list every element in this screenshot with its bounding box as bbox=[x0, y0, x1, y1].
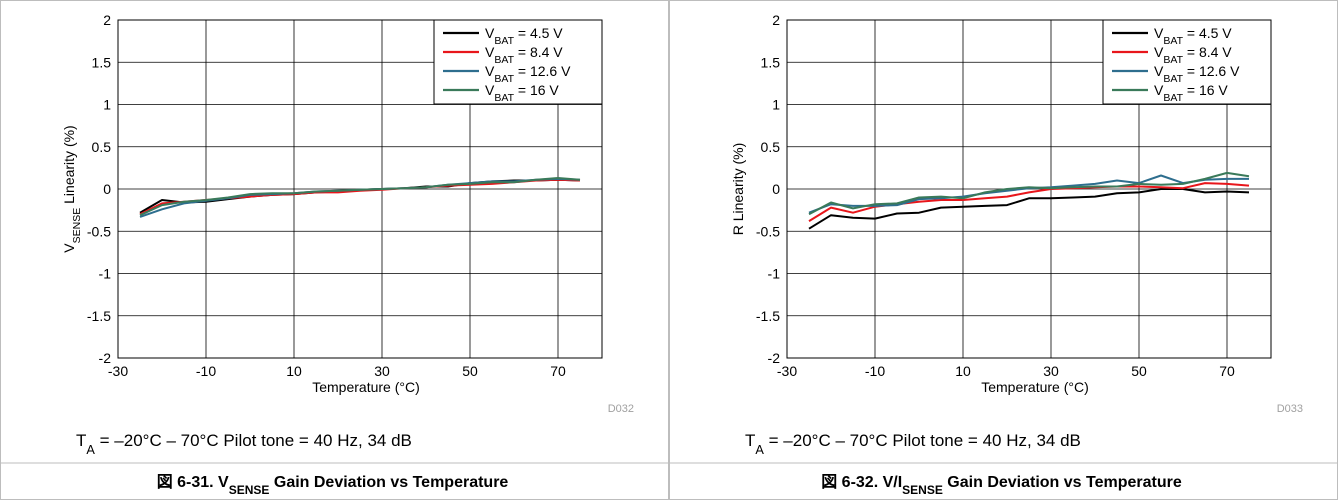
y-axis-label-sub: SENSE bbox=[71, 208, 83, 244]
plot-border bbox=[117, 19, 603, 359]
legend-entry-3: VBAT = 16 V bbox=[1154, 82, 1228, 104]
plot-border bbox=[786, 19, 1272, 359]
legend-entry-3-main: V bbox=[485, 82, 495, 98]
y-tick-label: 1 bbox=[103, 97, 111, 113]
legend-entry-2-sub: BAT bbox=[494, 73, 514, 85]
test-conditions-rest: = –20°C – 70°C Pilot tone = 40 Hz, 34 dB bbox=[95, 431, 412, 450]
legend-entry-3: VBAT = 16 V bbox=[485, 82, 559, 104]
legend-entry-0-sub: BAT bbox=[1163, 35, 1183, 47]
figure-caption-sub: SENSE bbox=[229, 483, 270, 497]
y-tick-label: -0.5 bbox=[87, 223, 111, 239]
figure-caption-main: 図 6-31. V bbox=[157, 473, 229, 491]
y-tick-label: 1 bbox=[772, 97, 780, 113]
legend-entry-1: VBAT = 8.4 V bbox=[485, 44, 563, 66]
legend-entry-3-rest: = 16 V bbox=[514, 82, 559, 98]
x-tick-label: -10 bbox=[196, 363, 216, 379]
legend-entry-2-rest: = 12.6 V bbox=[514, 63, 571, 79]
test-conditions-sub: A bbox=[86, 442, 95, 457]
x-tick-label: 30 bbox=[1043, 363, 1059, 379]
y-tick-label: -2 bbox=[768, 350, 781, 366]
legend-entry-1-sub: BAT bbox=[494, 54, 514, 66]
legend-entry-3-rest: = 16 V bbox=[1183, 82, 1228, 98]
legend-entry-2-main: V bbox=[485, 63, 495, 79]
legend-entry-1: VBAT = 8.4 V bbox=[1154, 44, 1232, 66]
x-tick-label: -10 bbox=[865, 363, 885, 379]
legend-entry-2-main: V bbox=[1154, 63, 1164, 79]
chart-panel-r: -30 -10 10 30 50 70 2 1.5 1 0.5 0 -0.5 -1 -1.5 -2 Tempe… bbox=[669, 0, 1338, 500]
test-conditions-rest: = –20°C – 70°C Pilot tone = 40 Hz, 34 dB bbox=[764, 431, 1081, 450]
y-tick-label: -1.5 bbox=[87, 308, 111, 324]
legend-entry-0-rest: = 4.5 V bbox=[1183, 25, 1232, 41]
legend-entry-3-sub: BAT bbox=[494, 92, 514, 104]
legend-entry-2: VBAT = 12.6 V bbox=[485, 63, 571, 85]
test-conditions-main: T bbox=[745, 431, 755, 450]
figure-caption-rest: Gain Deviation vs Temperature bbox=[943, 474, 1182, 491]
figure-code: D032 bbox=[608, 403, 634, 415]
y-tick-label: 1.5 bbox=[761, 54, 781, 70]
y-tick-label: -1 bbox=[99, 266, 112, 282]
series-line-3 bbox=[808, 171, 1250, 216]
x-tick-label: -30 bbox=[108, 363, 128, 379]
figure-caption-sub: SENSE bbox=[902, 483, 943, 497]
legend-entry-3-sub: BAT bbox=[1163, 92, 1183, 104]
figure-caption-main: 図 6-32. V/I bbox=[821, 473, 902, 491]
test-conditions: TA = –20°C – 70°C Pilot tone = 40 Hz, 34… bbox=[745, 431, 1081, 457]
legend-entry-1-sub: BAT bbox=[1163, 54, 1183, 66]
legend-entry-3-main: V bbox=[1154, 82, 1164, 98]
x-tick-label: 30 bbox=[374, 363, 390, 379]
y-axis-label-main: V bbox=[61, 243, 77, 253]
y-tick-label: 2 bbox=[772, 12, 780, 28]
test-conditions-main: T bbox=[76, 431, 86, 450]
y-tick-label: -2 bbox=[99, 350, 112, 366]
x-tick-label: 50 bbox=[1131, 363, 1147, 379]
figure-code: D033 bbox=[1277, 403, 1303, 415]
x-axis-label: Temperature (°C) bbox=[981, 379, 1089, 395]
y-tick-label: 0 bbox=[103, 181, 111, 197]
y-tick-label: 1.5 bbox=[92, 54, 112, 70]
legend-entry-1-rest: = 8.4 V bbox=[1183, 44, 1232, 60]
y-tick-label: 0.5 bbox=[761, 139, 781, 155]
legend-entry-1-main: V bbox=[485, 44, 495, 60]
x-axis-label: Temperature (°C) bbox=[312, 379, 420, 395]
legend-entry-2-sub: BAT bbox=[1163, 73, 1183, 85]
legend-entry-1-rest: = 8.4 V bbox=[514, 44, 563, 60]
x-tick-label: 10 bbox=[955, 363, 971, 379]
legend-entry-0: VBAT = 4.5 V bbox=[1154, 25, 1232, 47]
legend-entry-2-rest: = 12.6 V bbox=[1183, 63, 1240, 79]
y-axis-label-main: R Linearity (%) bbox=[730, 143, 746, 236]
legend-entry-0-main: V bbox=[485, 25, 495, 41]
legend-entry-1-main: V bbox=[1154, 44, 1164, 60]
figure-caption: 図 6-31. VSENSE Gain Deviation vs Tempera… bbox=[157, 473, 509, 497]
legend-entry-0-sub: BAT bbox=[494, 35, 514, 47]
test-conditions: TA = –20°C – 70°C Pilot tone = 40 Hz, 34… bbox=[76, 431, 412, 457]
test-conditions-sub: A bbox=[755, 442, 764, 457]
legend-entry-0-main: V bbox=[1154, 25, 1164, 41]
y-tick-label: -0.5 bbox=[756, 223, 780, 239]
y-axis-label: VSENSE Linearity (%) bbox=[61, 125, 83, 252]
series-line-0 bbox=[808, 188, 1250, 230]
x-tick-label: 50 bbox=[462, 363, 478, 379]
figure-caption: 図 6-32. V/ISENSE Gain Deviation vs Tempe… bbox=[821, 473, 1182, 497]
x-tick-label: 10 bbox=[286, 363, 302, 379]
x-tick-label: 70 bbox=[1219, 363, 1235, 379]
x-tick-label: -30 bbox=[777, 363, 797, 379]
legend-entry-0-rest: = 4.5 V bbox=[514, 25, 563, 41]
x-tick-label: 70 bbox=[550, 363, 566, 379]
y-tick-label: 0.5 bbox=[92, 139, 112, 155]
y-tick-label: 2 bbox=[103, 12, 111, 28]
figure-caption-rest: Gain Deviation vs Temperature bbox=[269, 474, 508, 491]
y-tick-label: 0 bbox=[772, 181, 780, 197]
series-line-3 bbox=[139, 177, 581, 217]
legend-entry-2: VBAT = 12.6 V bbox=[1154, 63, 1240, 85]
y-axis-label-rest: Linearity (%) bbox=[61, 125, 77, 207]
y-axis-label: R Linearity (%) bbox=[730, 143, 746, 236]
chart-panel-vsense: -30 -10 10 30 50 70 2 1.5 1 0.5 0 -0.5 -1 -1.5 -2 Tempe… bbox=[0, 0, 669, 500]
y-tick-label: -1.5 bbox=[756, 308, 780, 324]
legend-entry-0: VBAT = 4.5 V bbox=[485, 25, 563, 47]
y-tick-label: -1 bbox=[768, 266, 781, 282]
